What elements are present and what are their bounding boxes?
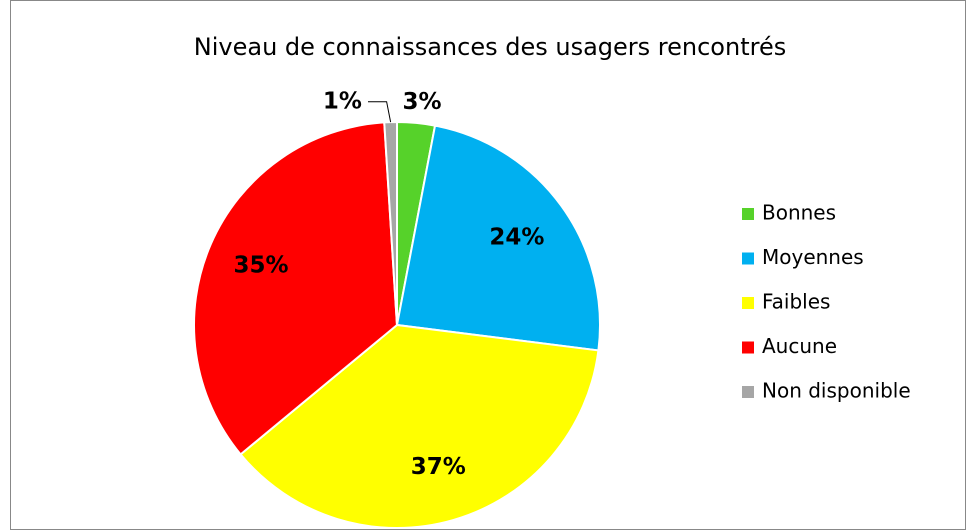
- legend-swatch: [742, 341, 754, 354]
- pie-slice: [193, 121, 399, 456]
- legend-label: Non disponible: [762, 379, 911, 403]
- legend-label: Aucune: [762, 334, 837, 358]
- value-label: 24%: [489, 224, 544, 250]
- legend-swatch: [742, 208, 754, 220]
- leader-line: [367, 101, 392, 123]
- value-label: 37%: [411, 454, 466, 480]
- legend-label: Moyennes: [762, 245, 864, 269]
- chart-title: Niveau de connaissances des usagers renc…: [194, 33, 786, 61]
- legend-swatch: [742, 386, 754, 398]
- pie-slice: [395, 124, 601, 352]
- legend-swatch: [742, 297, 754, 309]
- legend-label: Faibles: [762, 290, 830, 314]
- pie-slice: [239, 323, 600, 529]
- value-label: 35%: [233, 253, 288, 279]
- value-label: 3%: [402, 89, 441, 115]
- value-label: 1%: [323, 88, 362, 114]
- legend-swatch: [742, 252, 754, 265]
- pie-slice: [383, 120, 398, 326]
- legend-label: Bonnes: [762, 201, 836, 225]
